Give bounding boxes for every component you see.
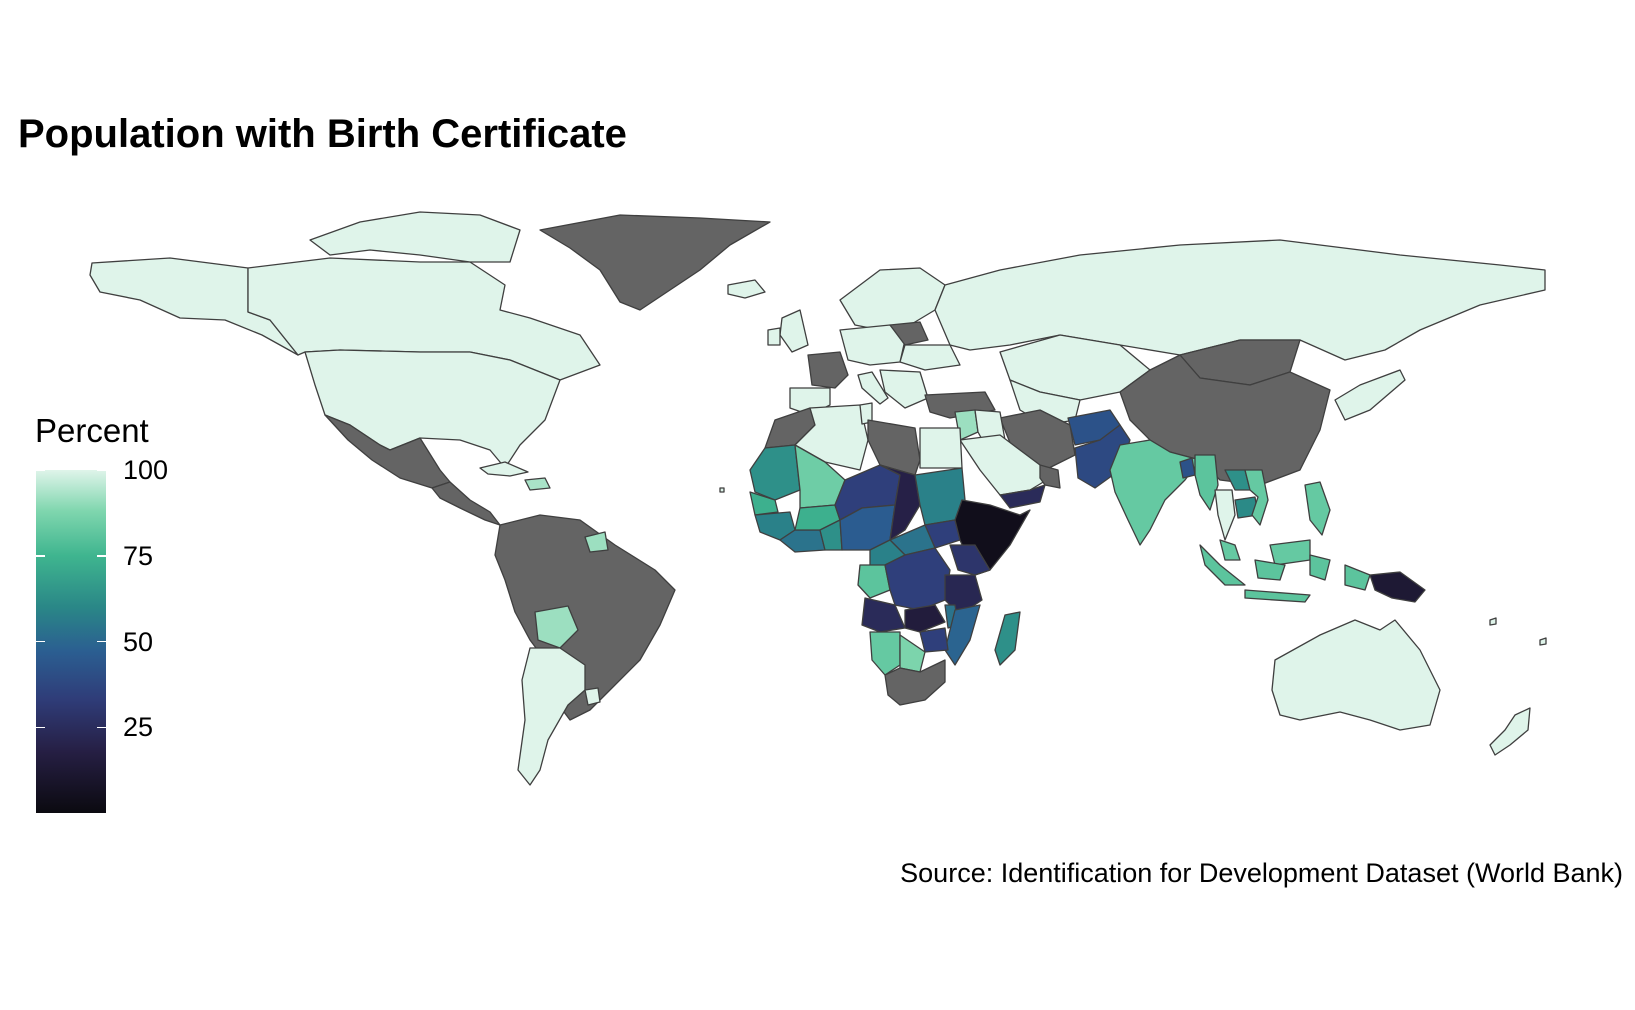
region-zambia — [904, 604, 946, 633]
region-islands — [719, 487, 1547, 646]
region-oman — [1039, 464, 1061, 489]
region-russia — [934, 239, 1546, 361]
region-arctic-islands — [309, 211, 521, 263]
region-balkans — [879, 369, 929, 409]
region-yemen — [999, 484, 1046, 509]
region-philippines — [1304, 481, 1331, 536]
region-cuba — [479, 461, 529, 477]
region-bangladesh — [1179, 457, 1196, 479]
region-myanmar — [1194, 454, 1219, 511]
region-uganda-kenya — [949, 544, 991, 576]
legend-tick-mark — [36, 469, 45, 471]
legend-tick-label: 50 — [123, 626, 154, 657]
region-mozambique — [944, 604, 981, 666]
region-egypt — [919, 427, 963, 469]
region-mexico — [324, 414, 451, 489]
legend-tick-mark — [97, 640, 106, 643]
region-greenland — [539, 214, 771, 311]
legend-tick-label: 25 — [123, 712, 154, 743]
region-iceland — [727, 279, 766, 299]
legend-tick-mark — [36, 726, 45, 728]
region-uk — [779, 309, 809, 353]
region-argentina — [517, 647, 586, 786]
region-madagascar — [994, 611, 1021, 666]
region-italy — [857, 371, 889, 405]
legend-tick-mark — [36, 640, 45, 643]
region-gabon-congo — [857, 564, 891, 599]
region-uruguay — [584, 687, 601, 706]
region-saudi-arabia — [959, 434, 1051, 496]
legend-tick-label: 100 — [123, 455, 169, 485]
region-ukraine — [899, 344, 961, 371]
legend-tick-mark — [97, 726, 106, 728]
region-senegal — [749, 491, 779, 516]
region-korea-japan — [1334, 369, 1406, 421]
region-scandinavia — [839, 267, 946, 331]
region-botswana — [899, 634, 926, 673]
legend-tick-label: 75 — [123, 540, 154, 571]
region-belarus — [889, 321, 929, 346]
region-usa — [304, 349, 561, 469]
legend-title: Percent — [35, 412, 149, 449]
source-caption: Source: Identification for Development D… — [900, 858, 1623, 888]
region-angola — [861, 597, 906, 633]
legend-tick-mark — [97, 469, 106, 471]
region-india — [1109, 439, 1201, 546]
region-vietnam — [1244, 469, 1269, 526]
region-new-zealand — [1489, 707, 1531, 756]
region-guyana — [584, 531, 609, 553]
legend-colorbar — [36, 470, 106, 813]
region-namibia — [869, 631, 901, 676]
region-thailand — [1214, 489, 1236, 541]
region-ireland — [767, 327, 781, 346]
legend-tick-mark — [97, 555, 106, 557]
region-france — [807, 351, 849, 389]
region-south-africa — [884, 659, 946, 706]
region-australia — [1271, 619, 1441, 731]
region-zimbabwe — [919, 627, 949, 653]
legend-tick-mark — [36, 555, 45, 557]
region-hispaniola — [524, 477, 551, 491]
map-title: Population with Birth Certificate — [18, 112, 627, 156]
region-png — [1369, 571, 1426, 603]
region-central-america — [431, 481, 501, 526]
region-indonesia — [1199, 544, 1371, 603]
region-bolivia — [534, 605, 579, 649]
region-mauritania — [749, 444, 801, 501]
